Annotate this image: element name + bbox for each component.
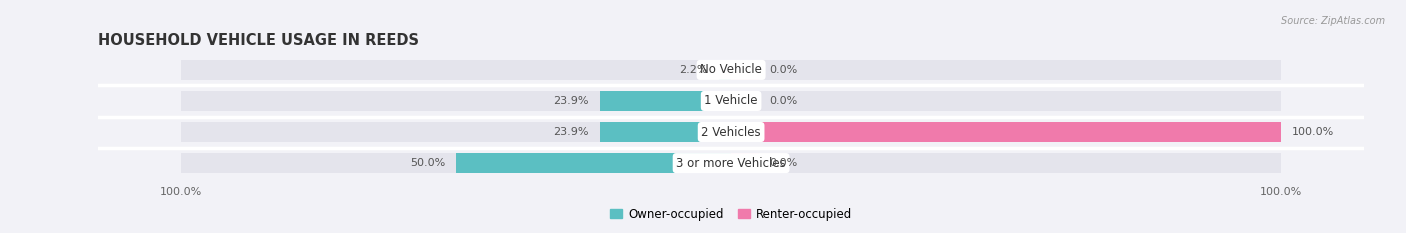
Bar — [599, 122, 731, 142]
Bar — [718, 60, 731, 79]
Bar — [731, 60, 759, 79]
Text: 0.0%: 0.0% — [769, 96, 797, 106]
Text: 50.0%: 50.0% — [409, 158, 446, 168]
Bar — [456, 154, 731, 173]
Text: Source: ZipAtlas.com: Source: ZipAtlas.com — [1281, 16, 1385, 26]
Bar — [599, 91, 731, 111]
Text: HOUSEHOLD VEHICLE USAGE IN REEDS: HOUSEHOLD VEHICLE USAGE IN REEDS — [98, 33, 419, 48]
Text: 2.2%: 2.2% — [679, 65, 709, 75]
Text: 23.9%: 23.9% — [553, 127, 589, 137]
Text: 3 or more Vehicles: 3 or more Vehicles — [676, 157, 786, 170]
Text: 100.0%: 100.0% — [1292, 127, 1334, 137]
Text: No Vehicle: No Vehicle — [700, 63, 762, 76]
Bar — [181, 60, 1281, 79]
Text: 1 Vehicle: 1 Vehicle — [704, 94, 758, 107]
Bar — [731, 91, 759, 111]
Text: 0.0%: 0.0% — [769, 158, 797, 168]
Bar — [731, 122, 1281, 142]
Text: 0.0%: 0.0% — [769, 65, 797, 75]
Bar — [181, 122, 1281, 142]
Text: 23.9%: 23.9% — [553, 96, 589, 106]
Legend: Owner-occupied, Renter-occupied: Owner-occupied, Renter-occupied — [606, 203, 856, 225]
Bar — [181, 154, 1281, 173]
Text: 2 Vehicles: 2 Vehicles — [702, 126, 761, 139]
Bar — [181, 91, 1281, 111]
Bar — [731, 154, 759, 173]
